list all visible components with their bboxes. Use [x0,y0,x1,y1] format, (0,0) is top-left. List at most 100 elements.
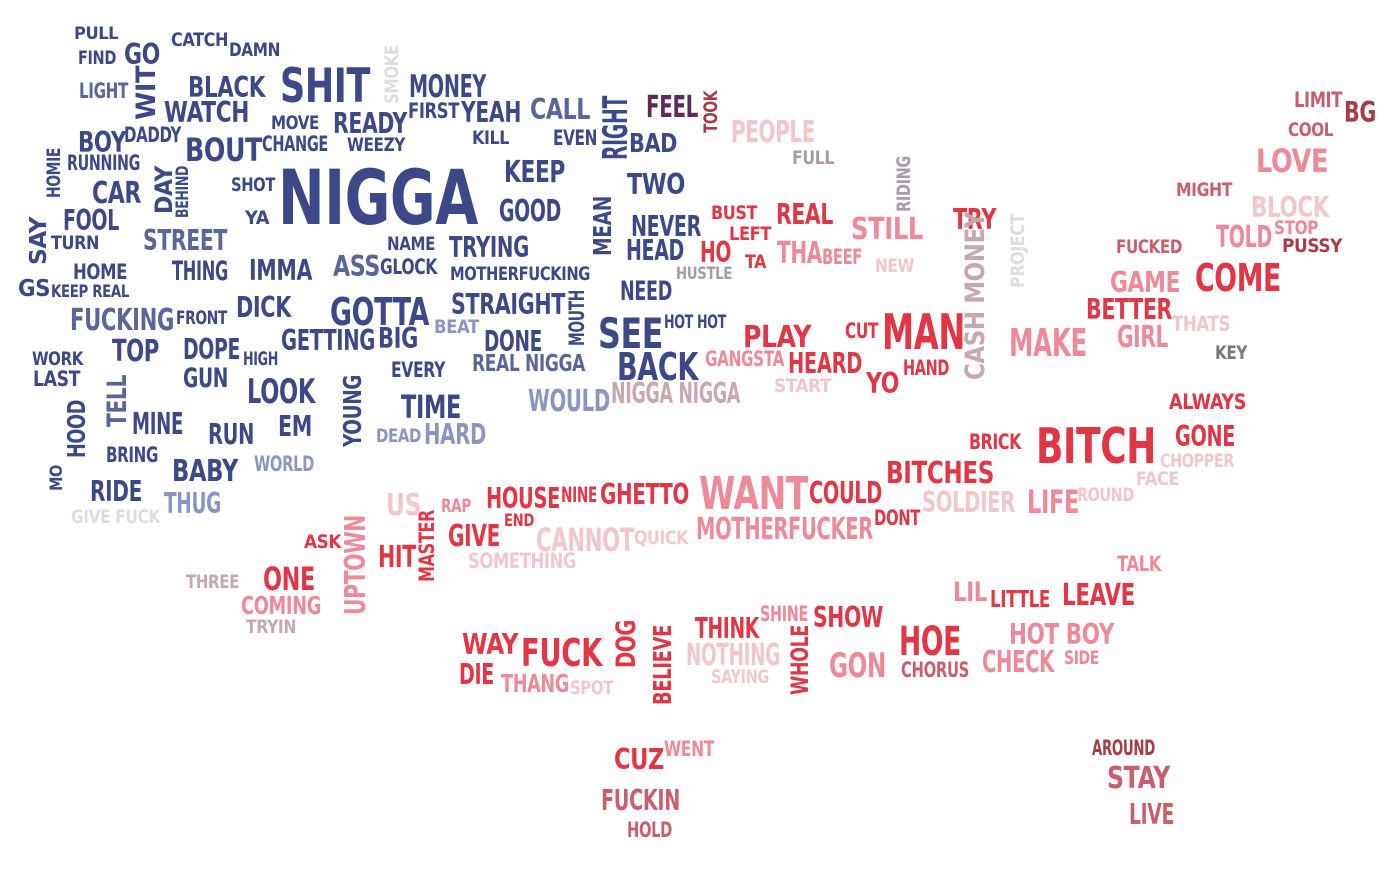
word-thang: THANG [501,669,569,698]
word-getting: GETTING [281,324,375,357]
word-two: TWO [627,168,685,201]
word-behind: BEHIND [173,166,193,218]
word-dont: DONT [874,506,920,530]
word-quick: QUICK [634,527,688,549]
word-mine: MINE [132,407,183,442]
word-bust: BUST [711,202,757,224]
word-might: MIGHT [1176,179,1232,201]
word-work: WORK [32,348,83,370]
word-rap: RAP [441,495,471,517]
word-chopper: CHOPPER [1160,450,1234,472]
word-gangsta: GANGSTA [705,347,784,371]
word-master: MASTER [415,510,439,582]
word-something: SOMETHING [468,549,576,573]
word-new: NEW [875,255,914,277]
word-dog: DOG [611,620,642,668]
word-whole: WHOLE [786,625,814,695]
word-last: LAST [33,367,80,391]
word-girl: GIRL [1117,320,1168,355]
word-pull: PULL [74,24,118,44]
word-homie: HOMIE [43,148,65,198]
word-beat: BEAT [434,316,479,338]
word-em: EM [278,410,312,443]
word-turn: TURN [51,232,99,254]
word-block: BLOCK [1251,191,1329,224]
word-ta: TA [745,251,766,273]
word-hoe: HOE [899,619,961,665]
word-first: FIRST [408,99,459,123]
word-love: LOVE [1256,142,1328,180]
word-nine: NINE [561,483,597,507]
word-catch: CATCH [171,29,228,51]
word-full: FULL [792,147,834,169]
word-straight: STRAIGHT [451,288,565,321]
word-change: CHANGE [262,132,328,156]
word-die: DIE [459,658,494,691]
word-gs: GS [18,276,50,302]
word-bg: BG [1344,96,1376,129]
word-went: WENT [664,737,714,761]
word-name: NAME [387,233,435,255]
word-even: EVEN [553,126,597,150]
word-cannot: CANNOT [536,521,634,559]
word-chorus: CHORUS [901,658,969,682]
word-uptown: UPTOWN [339,515,372,615]
word-fucked: FUCKED [1116,236,1182,258]
word-pussy: PUSSY [1282,235,1342,257]
word-cool: COOL [1288,119,1333,141]
word-big: BIG [378,322,418,355]
word-life: LIFE [1027,483,1079,521]
word-ride: RIDE [90,475,142,508]
word-boy: BOY [78,126,126,159]
word-brick: BRICK [969,430,1021,454]
word-home: HOME [73,260,127,284]
word-trying: TRYING [449,231,529,264]
word-game: GAME [1110,266,1180,299]
word-ya: YA [245,207,269,229]
word-three: THREE [186,571,239,593]
word-look: LOOK [247,372,315,412]
word-gotta: GOTTA [330,290,429,334]
word-told: TOLD [1216,220,1272,255]
word-shine: SHINE [760,602,808,626]
word-smoke: SMOKE [381,45,403,104]
word-project: PROJECT [1007,214,1029,288]
word-us: US [386,488,421,523]
word-real-nigga: REAL NIGGA [472,351,585,377]
word-need: NEED [620,276,672,307]
word-better: BETTER [1086,293,1172,326]
word-ghetto: GHETTO [600,478,689,511]
word-every: EVERY [391,358,445,382]
word-key: KEY [1215,342,1247,364]
word-imma: IMMA [249,254,312,287]
word-cash-money: CASH MONEY [960,212,991,380]
word-people: PEOPLE [731,115,815,150]
word-think: THINK [695,612,759,645]
word-still: STILL [851,212,923,247]
word-live: LIVE [1129,798,1174,831]
word-talk: TALK [1117,552,1161,576]
word-see: SEE [598,309,663,358]
word-cut: CUT [845,319,878,343]
word-heard: HEARD [788,347,862,380]
word-yo: YO [866,367,899,400]
word-hot-boy: HOT BOY [1009,618,1114,651]
word-leave: LEAVE [1062,578,1135,613]
word-hand: HAND [903,356,949,380]
word-come: COME [1195,256,1281,300]
word-young: YOUNG [338,375,367,447]
word-bitch: BITCH [1036,417,1156,475]
word-watch: WATCH [164,96,249,129]
word-keep-real: KEEP REAL [51,282,129,302]
word-hot-hot: HOT HOT [664,311,726,333]
word-little: LITTLE [990,587,1050,613]
word-side: SIDE [1064,647,1099,669]
word-thats: THATS [1172,312,1230,336]
word-find: FIND [78,47,116,69]
word-limit: LIMIT [1294,88,1342,112]
word-motherfucking: MOTHERFUCKING [450,263,590,285]
word-around: AROUND [1092,736,1155,760]
word-bad: BAD [629,129,677,159]
word-tha: THA [777,236,822,271]
